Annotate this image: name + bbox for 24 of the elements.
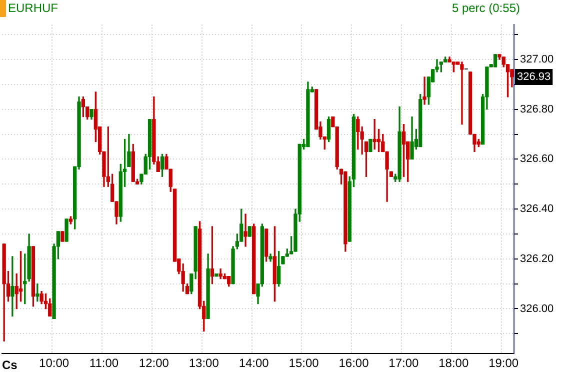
y-tick-label: 326.60 [520, 153, 554, 166]
y-tick-label: 326.20 [520, 252, 554, 265]
chart-subtitle: 5 perc (0:55) [452, 1, 520, 15]
x-tick-label: 17:00 [388, 356, 420, 370]
candlestick [422, 76, 426, 105]
annotation: 326.93 [517, 70, 551, 83]
y-tick-label: 326.80 [520, 103, 554, 116]
x-tick-label: 18:00 [438, 356, 469, 370]
x-tick-label: 12:00 [138, 356, 170, 370]
y-tick-label: 327.00 [520, 54, 554, 66]
x-tick-label: 10:00 [39, 356, 70, 370]
x-tick-label: 16:00 [338, 356, 370, 370]
y-tick-label: 326.40 [520, 203, 554, 216]
x-tick-label: 14:00 [238, 356, 270, 370]
x-tick-label: 13:00 [188, 356, 220, 370]
y-tick-label: 326.00 [520, 302, 554, 315]
candlestick [372, 118, 376, 150]
text: Cs [2, 358, 18, 372]
chart-title: EURHUF [8, 1, 58, 15]
candlestick [244, 214, 248, 247]
x-tick-label: 15:00 [288, 356, 320, 370]
x-tick-label: 11:00 [89, 356, 119, 370]
x-tick-label: 19:00 [488, 356, 519, 370]
candlestick [460, 62, 464, 125]
